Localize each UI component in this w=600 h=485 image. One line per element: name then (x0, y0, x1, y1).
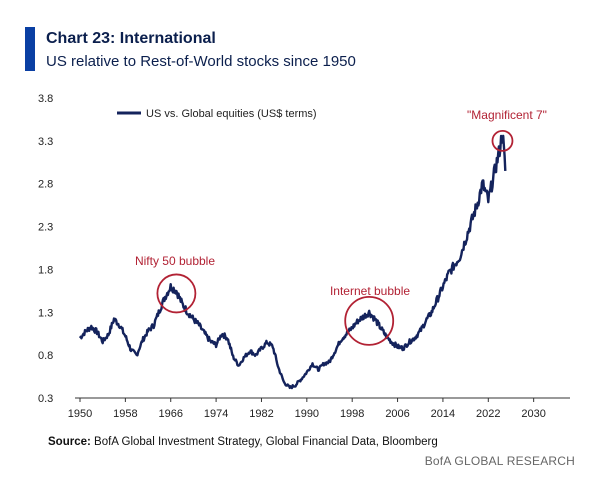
x-tick-label: 2014 (431, 408, 455, 420)
brand-label: BofA GLOBAL RESEARCH (424, 454, 575, 468)
y-tick-label: 0.8 (38, 350, 53, 362)
series-line-us-vs-global (78, 134, 507, 390)
x-tick-label: 1998 (340, 408, 364, 420)
y-tick-label: 2.3 (38, 222, 53, 234)
annotation-circle (491, 129, 514, 152)
chart-title: Chart 23: International (46, 30, 216, 47)
x-tick-label: 2022 (476, 408, 500, 420)
source-label: Source: (48, 436, 91, 448)
y-tick-label: 3.3 (38, 136, 53, 148)
annotation-circle (156, 273, 197, 314)
x-tick-label: 2006 (385, 408, 409, 420)
x-tick-label: 1982 (249, 408, 273, 420)
y-tick-label: 2.8 (38, 179, 53, 191)
legend: US vs. Global equities (US$ terms) (117, 108, 317, 120)
annotations: Nifty 50 bubble Internet bubble "Magnifice… (135, 108, 547, 346)
x-tick-label: 2030 (521, 408, 545, 420)
y-tick-label: 1.8 (38, 264, 53, 276)
x-tick-label: 1966 (158, 408, 182, 420)
y-axis: 0.3 0.8 1.3 1.8 2.3 2.8 3.3 3.8 (38, 93, 53, 405)
legend-label: US vs. Global equities (US$ terms) (146, 108, 317, 120)
x-tick-label: 1974 (204, 408, 228, 420)
annotation-label: "Magnificent 7" (467, 108, 547, 122)
annotation-label: Internet bubble (330, 284, 410, 298)
x-tick-label: 1958 (113, 408, 137, 420)
source-text: BofA Global Investment Strategy, Global … (90, 436, 438, 448)
x-axis: 1950 1958 1966 1974 1982 1990 1998 2006 2014 2022… (68, 398, 546, 420)
annotation-label: Nifty 50 bubble (135, 254, 215, 268)
y-tick-label: 1.3 (38, 307, 53, 319)
x-tick-label: 1950 (68, 408, 92, 420)
annotation-circle (344, 295, 395, 346)
y-tick-label: 0.3 (38, 393, 53, 405)
y-tick-label: 3.8 (38, 93, 53, 105)
chart-subtitle: US relative to Rest-of-World stocks sinc… (46, 53, 356, 70)
x-tick-label: 1990 (295, 408, 319, 420)
title-accent-bar (25, 27, 35, 71)
source-note: Source: BofA Global Investment Strategy,… (48, 436, 438, 448)
